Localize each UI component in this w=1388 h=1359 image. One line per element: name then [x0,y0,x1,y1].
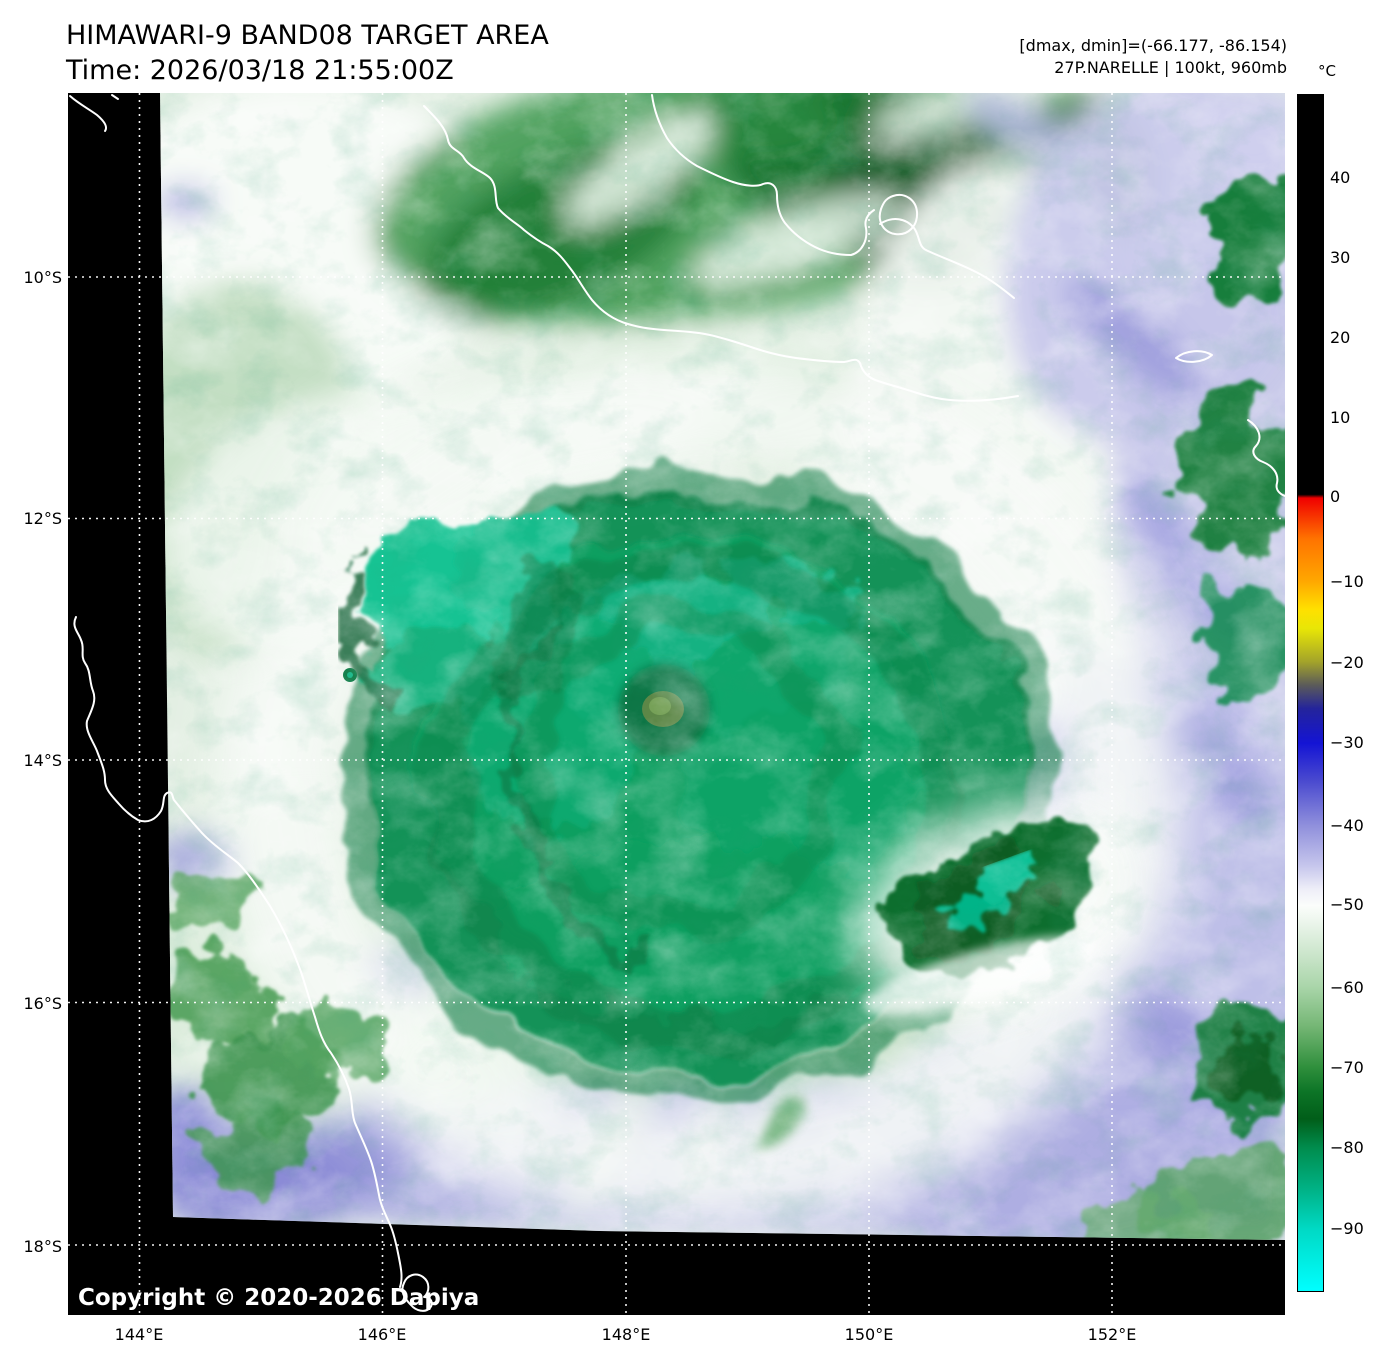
cloud-field [160,93,1285,1240]
colorbar-tick-10: 10 [1330,408,1351,427]
satellite-image: Copyright © 2020-2026 Dapiya [68,93,1286,1315]
gulf-of-papua-coast [651,94,875,256]
colorbar-tick-30: 30 [1330,248,1351,267]
tail-north-coast [879,218,1015,299]
lat-tick-10s: 10°S [23,268,62,287]
gridlines [68,93,1285,1315]
colorbar-unit: °C [1318,62,1336,80]
colorbar-tick-m90: −90 [1330,1219,1364,1238]
png-south-coast [423,105,1019,402]
lon-tick-146e: 146°E [357,1325,407,1344]
timestamp: Time: 2026/03/18 21:55:00Z [66,55,454,86]
colorbar-tick-m20: −20 [1330,653,1364,672]
coast-squiggle [401,1273,433,1312]
colorbar-tick-m70: −70 [1330,1058,1364,1077]
colorbar-tick-m80: −80 [1330,1138,1364,1157]
storm-readout: 27P.NARELLE | 100kt, 960mb [1054,58,1287,77]
corner-fragment [69,95,107,132]
temperature-colorbar [1297,94,1324,1292]
lon-tick-150e: 150°E [844,1325,894,1344]
lat-tick-14s: 14°S [23,751,62,770]
island-east [1175,350,1213,363]
dmax-dmin-readout: [dmax, dmin]=(-66.177, -86.154) [1019,36,1287,55]
colorbar-tick-m50: −50 [1330,895,1364,914]
lat-tick-12s: 12°S [23,509,62,528]
lon-tick-144e: 144°E [114,1325,164,1344]
lon-tick-148e: 148°E [601,1325,651,1344]
cape-york-coast [73,616,403,1288]
lat-tick-16s: 16°S [23,994,62,1013]
colorbar-tick-m40: −40 [1330,816,1364,835]
colorbar-tick-m30: −30 [1330,733,1364,752]
readout-block: [dmax, dmin]=(-66.177, -86.154) 27P.NARE… [1019,35,1287,79]
lon-tick-152e: 152°E [1087,1325,1137,1344]
colorbar-tick-20: 20 [1330,328,1351,347]
island [878,194,919,236]
colorbar-tick-40: 40 [1330,168,1351,187]
satellite-map: Copyright © 2020-2026 Dapiya [68,93,1286,1315]
copyright: Copyright © 2020-2026 Dapiya [78,1285,479,1311]
colorbar-tick-0: 0 [1330,487,1341,506]
coast-right-edge [1247,419,1286,497]
colorbar-tick-m60: −60 [1330,978,1364,997]
page-title: HIMAWARI-9 BAND08 TARGET AREA [66,20,549,51]
coastlines [69,94,1286,1312]
colorbar-tick-m10: −10 [1330,572,1364,591]
corner-fragment-2 [111,94,119,100]
lat-tick-18s: 18°S [23,1237,62,1256]
